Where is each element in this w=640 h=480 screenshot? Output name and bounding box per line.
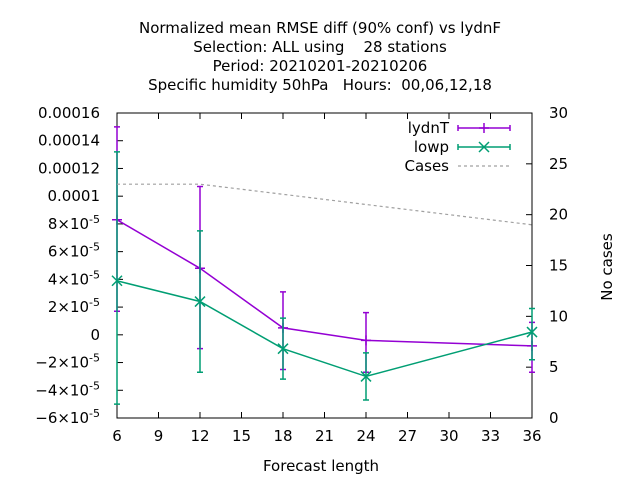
y-tick-label: −2×10-5 bbox=[35, 352, 100, 372]
y2-tick-label: 15 bbox=[549, 257, 568, 275]
legend-entry-lydnt: lydnT bbox=[408, 119, 511, 137]
y-tick-label: 6×10-5 bbox=[48, 241, 100, 261]
data-point bbox=[194, 296, 206, 308]
y-tick-exponent: -5 bbox=[89, 296, 100, 309]
y-tick-exponent: -5 bbox=[89, 407, 100, 420]
data-point bbox=[526, 326, 538, 338]
x-tick-label: 36 bbox=[522, 427, 541, 445]
error-bar bbox=[529, 307, 535, 361]
x-tick-label: 6 bbox=[112, 427, 122, 445]
plot-frame bbox=[116, 112, 533, 419]
legend-label: lydnT bbox=[408, 119, 450, 137]
y2-tick-label: 0 bbox=[549, 409, 559, 427]
y-tick-label: −4×10-5 bbox=[35, 379, 100, 399]
y-tick-exponent: -5 bbox=[89, 379, 100, 392]
title-line: Period: 20210201-20210206 bbox=[213, 57, 428, 75]
y-tick-exponent: -5 bbox=[89, 213, 100, 226]
x-tick-label: 9 bbox=[154, 427, 164, 445]
data-point bbox=[361, 335, 371, 346]
y2-tick-label: 30 bbox=[549, 104, 568, 122]
x-tick-label: 15 bbox=[232, 427, 251, 445]
x-axis-label: Forecast length bbox=[263, 457, 379, 475]
title-line: Selection: ALL using 28 stations bbox=[193, 38, 447, 56]
x-tick-label: 30 bbox=[439, 427, 458, 445]
y-tick-label: −6×10-5 bbox=[35, 407, 100, 427]
y-tick-exponent: -5 bbox=[89, 268, 100, 281]
y-tick-label: 0 bbox=[90, 326, 100, 344]
legend-entry-cases: Cases bbox=[404, 157, 510, 175]
data-point bbox=[111, 275, 123, 287]
series-lydnt bbox=[112, 126, 537, 373]
x-tick-label: 21 bbox=[315, 427, 334, 445]
series-line bbox=[117, 183, 533, 226]
y-tick-exponent: -5 bbox=[89, 352, 100, 365]
data-point bbox=[478, 141, 490, 153]
data-point bbox=[277, 343, 289, 355]
legend-entry-lowp: lowp bbox=[414, 138, 511, 156]
y2-tick-label: 25 bbox=[549, 155, 568, 173]
legend-label: Cases bbox=[404, 157, 449, 175]
x-tick-label: 18 bbox=[273, 427, 292, 445]
y-tick-label: 0.00014 bbox=[38, 132, 100, 150]
y-tick-label: 2×10-5 bbox=[48, 296, 100, 316]
y2-tick-label: 20 bbox=[549, 206, 568, 224]
series-lowp bbox=[111, 151, 538, 405]
y-tick-exponent: -5 bbox=[89, 241, 100, 254]
data-point bbox=[479, 123, 489, 133]
title-line: Specific humidity 50hPa Hours: 00,06,12,… bbox=[148, 76, 492, 94]
chart-title: Normalized mean RMSE diff (90% conf) vs … bbox=[139, 19, 501, 94]
y-tick-label: 0.00016 bbox=[38, 104, 100, 122]
series-line bbox=[116, 219, 533, 347]
x-tick-label: 27 bbox=[398, 427, 417, 445]
y-tick-label: 8×10-5 bbox=[48, 213, 100, 233]
title-line: Normalized mean RMSE diff (90% conf) vs … bbox=[139, 19, 501, 37]
data-point bbox=[360, 370, 372, 382]
y2-axis-label: No cases bbox=[598, 233, 616, 301]
y-tick-label: 0.00012 bbox=[38, 159, 100, 177]
error-bar bbox=[114, 151, 120, 405]
series-cases bbox=[117, 183, 533, 226]
legend-label: lowp bbox=[414, 138, 449, 156]
y2-tick-label: 10 bbox=[549, 307, 568, 325]
series-line bbox=[116, 280, 533, 378]
y2-tick-label: 5 bbox=[549, 358, 559, 376]
axes: 6 9 12 15 18 21 24 27 30 33 36 −6×10-5 −4×10-5 −2×10-… bbox=[35, 104, 568, 445]
x-tick-label: 24 bbox=[356, 427, 375, 445]
y-tick-label: 4×10-5 bbox=[48, 268, 100, 288]
series-group bbox=[111, 126, 538, 405]
x-tick-label: 33 bbox=[481, 427, 500, 445]
y-tick-label: 0.0001 bbox=[48, 187, 101, 205]
x-tick-label: 12 bbox=[190, 427, 209, 445]
